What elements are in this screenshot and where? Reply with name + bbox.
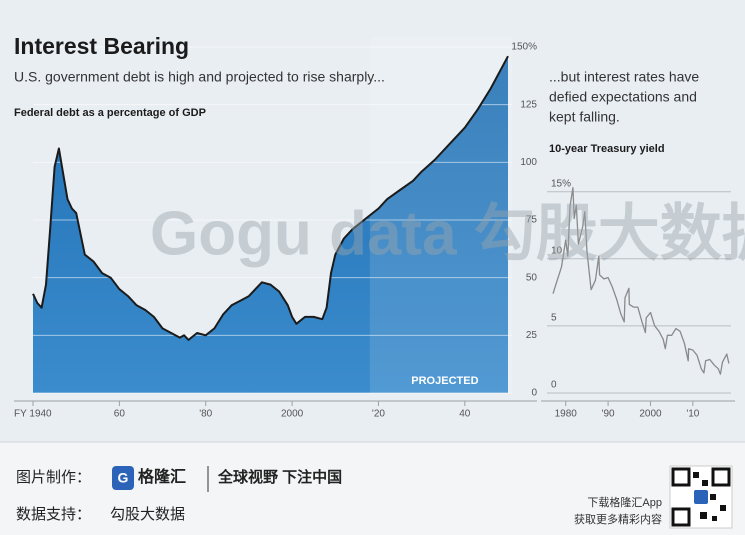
y-tick-label: 0 [531, 388, 537, 399]
y-tick-label: 100 [520, 157, 537, 168]
x-tick-label: 2000 [281, 409, 304, 420]
x-tick-label: '10 [686, 409, 699, 420]
y-tick-label: 50 [526, 272, 538, 283]
area [33, 56, 508, 393]
line [32, 55, 509, 341]
chart-subtitle: defied expectations and [549, 89, 697, 105]
y-tick-label: 10 [551, 245, 563, 256]
x-tick-label: '80 [199, 409, 212, 420]
annotation: PROJECTED [411, 375, 478, 387]
y-tick-label: 5 [551, 313, 557, 324]
chart-panel: PROJECTED 0 25 50 75 100 125 150% FY 1940 60 '80 20… [14, 37, 537, 420]
y-tick-label: 125 [520, 99, 537, 110]
x-tick-label: '20 [372, 409, 385, 420]
app-line: 下载格隆汇App [587, 495, 662, 509]
data-source: 勾股大数据 [110, 506, 185, 523]
brand-logo-mark: G [118, 470, 129, 486]
chart-panel: 0 5 10 15% 1980 '90 2000 '10 [541, 178, 735, 420]
watermark: Gogu data 勾股大数据 [150, 199, 745, 268]
y-tick-label: 25 [526, 330, 538, 341]
brand-logo [112, 466, 134, 490]
chart-subtitle: ...but interest rates have [549, 69, 699, 85]
y-tick-label: 150% [511, 42, 537, 53]
x-tick-label: FY 1940 [14, 409, 52, 420]
y-tick-label: 0 [551, 380, 557, 391]
y-tick-label: 75 [526, 215, 538, 226]
qr-code [669, 465, 733, 529]
chart-title: Interest Bearing [14, 33, 189, 59]
brand-name: 格隆汇 [138, 467, 186, 486]
x-tick-label: 40 [459, 409, 471, 420]
slogan: 全球视野 下注中国 [217, 468, 342, 486]
footer-label: 数据支持： [16, 506, 91, 523]
line [552, 187, 730, 375]
projection-shade [369, 37, 512, 393]
x-tick-label: 60 [114, 409, 126, 420]
chart-subtitle: kept falling. [549, 109, 620, 125]
x-tick-label: '90 [602, 409, 615, 420]
axis-label: Federal debt as a percentage of GDP [14, 107, 206, 119]
x-tick-label: 2000 [639, 409, 662, 420]
app-subline: 获取更多精彩内容 [574, 512, 662, 526]
y-tick-label: 15% [551, 178, 571, 189]
footer-label: 图片制作： [16, 469, 91, 486]
axis-label: 10-year Treasury yield [549, 143, 665, 155]
x-tick-label: 1980 [555, 409, 578, 420]
chart-subtitle: U.S. government debt is high and project… [14, 69, 385, 85]
